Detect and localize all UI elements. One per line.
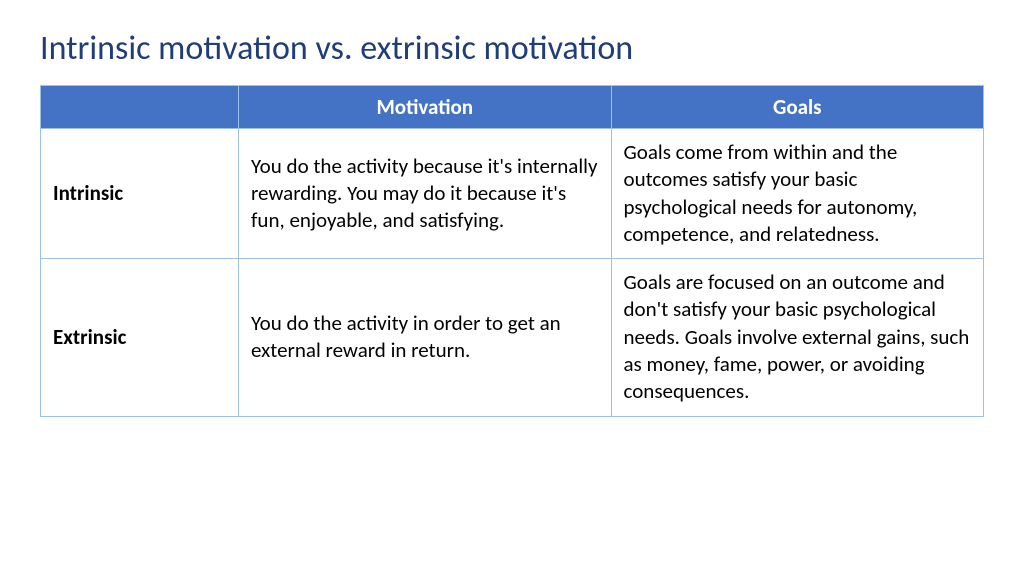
cell-extrinsic-goals: Goals are focused on an outcome and don'… — [611, 259, 984, 416]
cell-intrinsic-goals: Goals come from within and the outcomes … — [611, 129, 984, 259]
comparison-table: Motivation Goals Intrinsic You do the ac… — [40, 85, 984, 417]
table-row: Extrinsic You do the activity in order t… — [41, 259, 984, 416]
row-label-extrinsic: Extrinsic — [41, 259, 239, 416]
row-label-intrinsic: Intrinsic — [41, 129, 239, 259]
table-header-row: Motivation Goals — [41, 86, 984, 129]
cell-intrinsic-motivation: You do the activity because it's interna… — [239, 129, 611, 259]
col-header-motivation: Motivation — [239, 86, 611, 129]
cell-extrinsic-motivation: You do the activity in order to get an e… — [239, 259, 611, 416]
table-row: Intrinsic You do the activity because it… — [41, 129, 984, 259]
col-header-blank — [41, 86, 239, 129]
col-header-goals: Goals — [611, 86, 984, 129]
slide-title: Intrinsic motivation vs. extrinsic motiv… — [40, 28, 984, 69]
